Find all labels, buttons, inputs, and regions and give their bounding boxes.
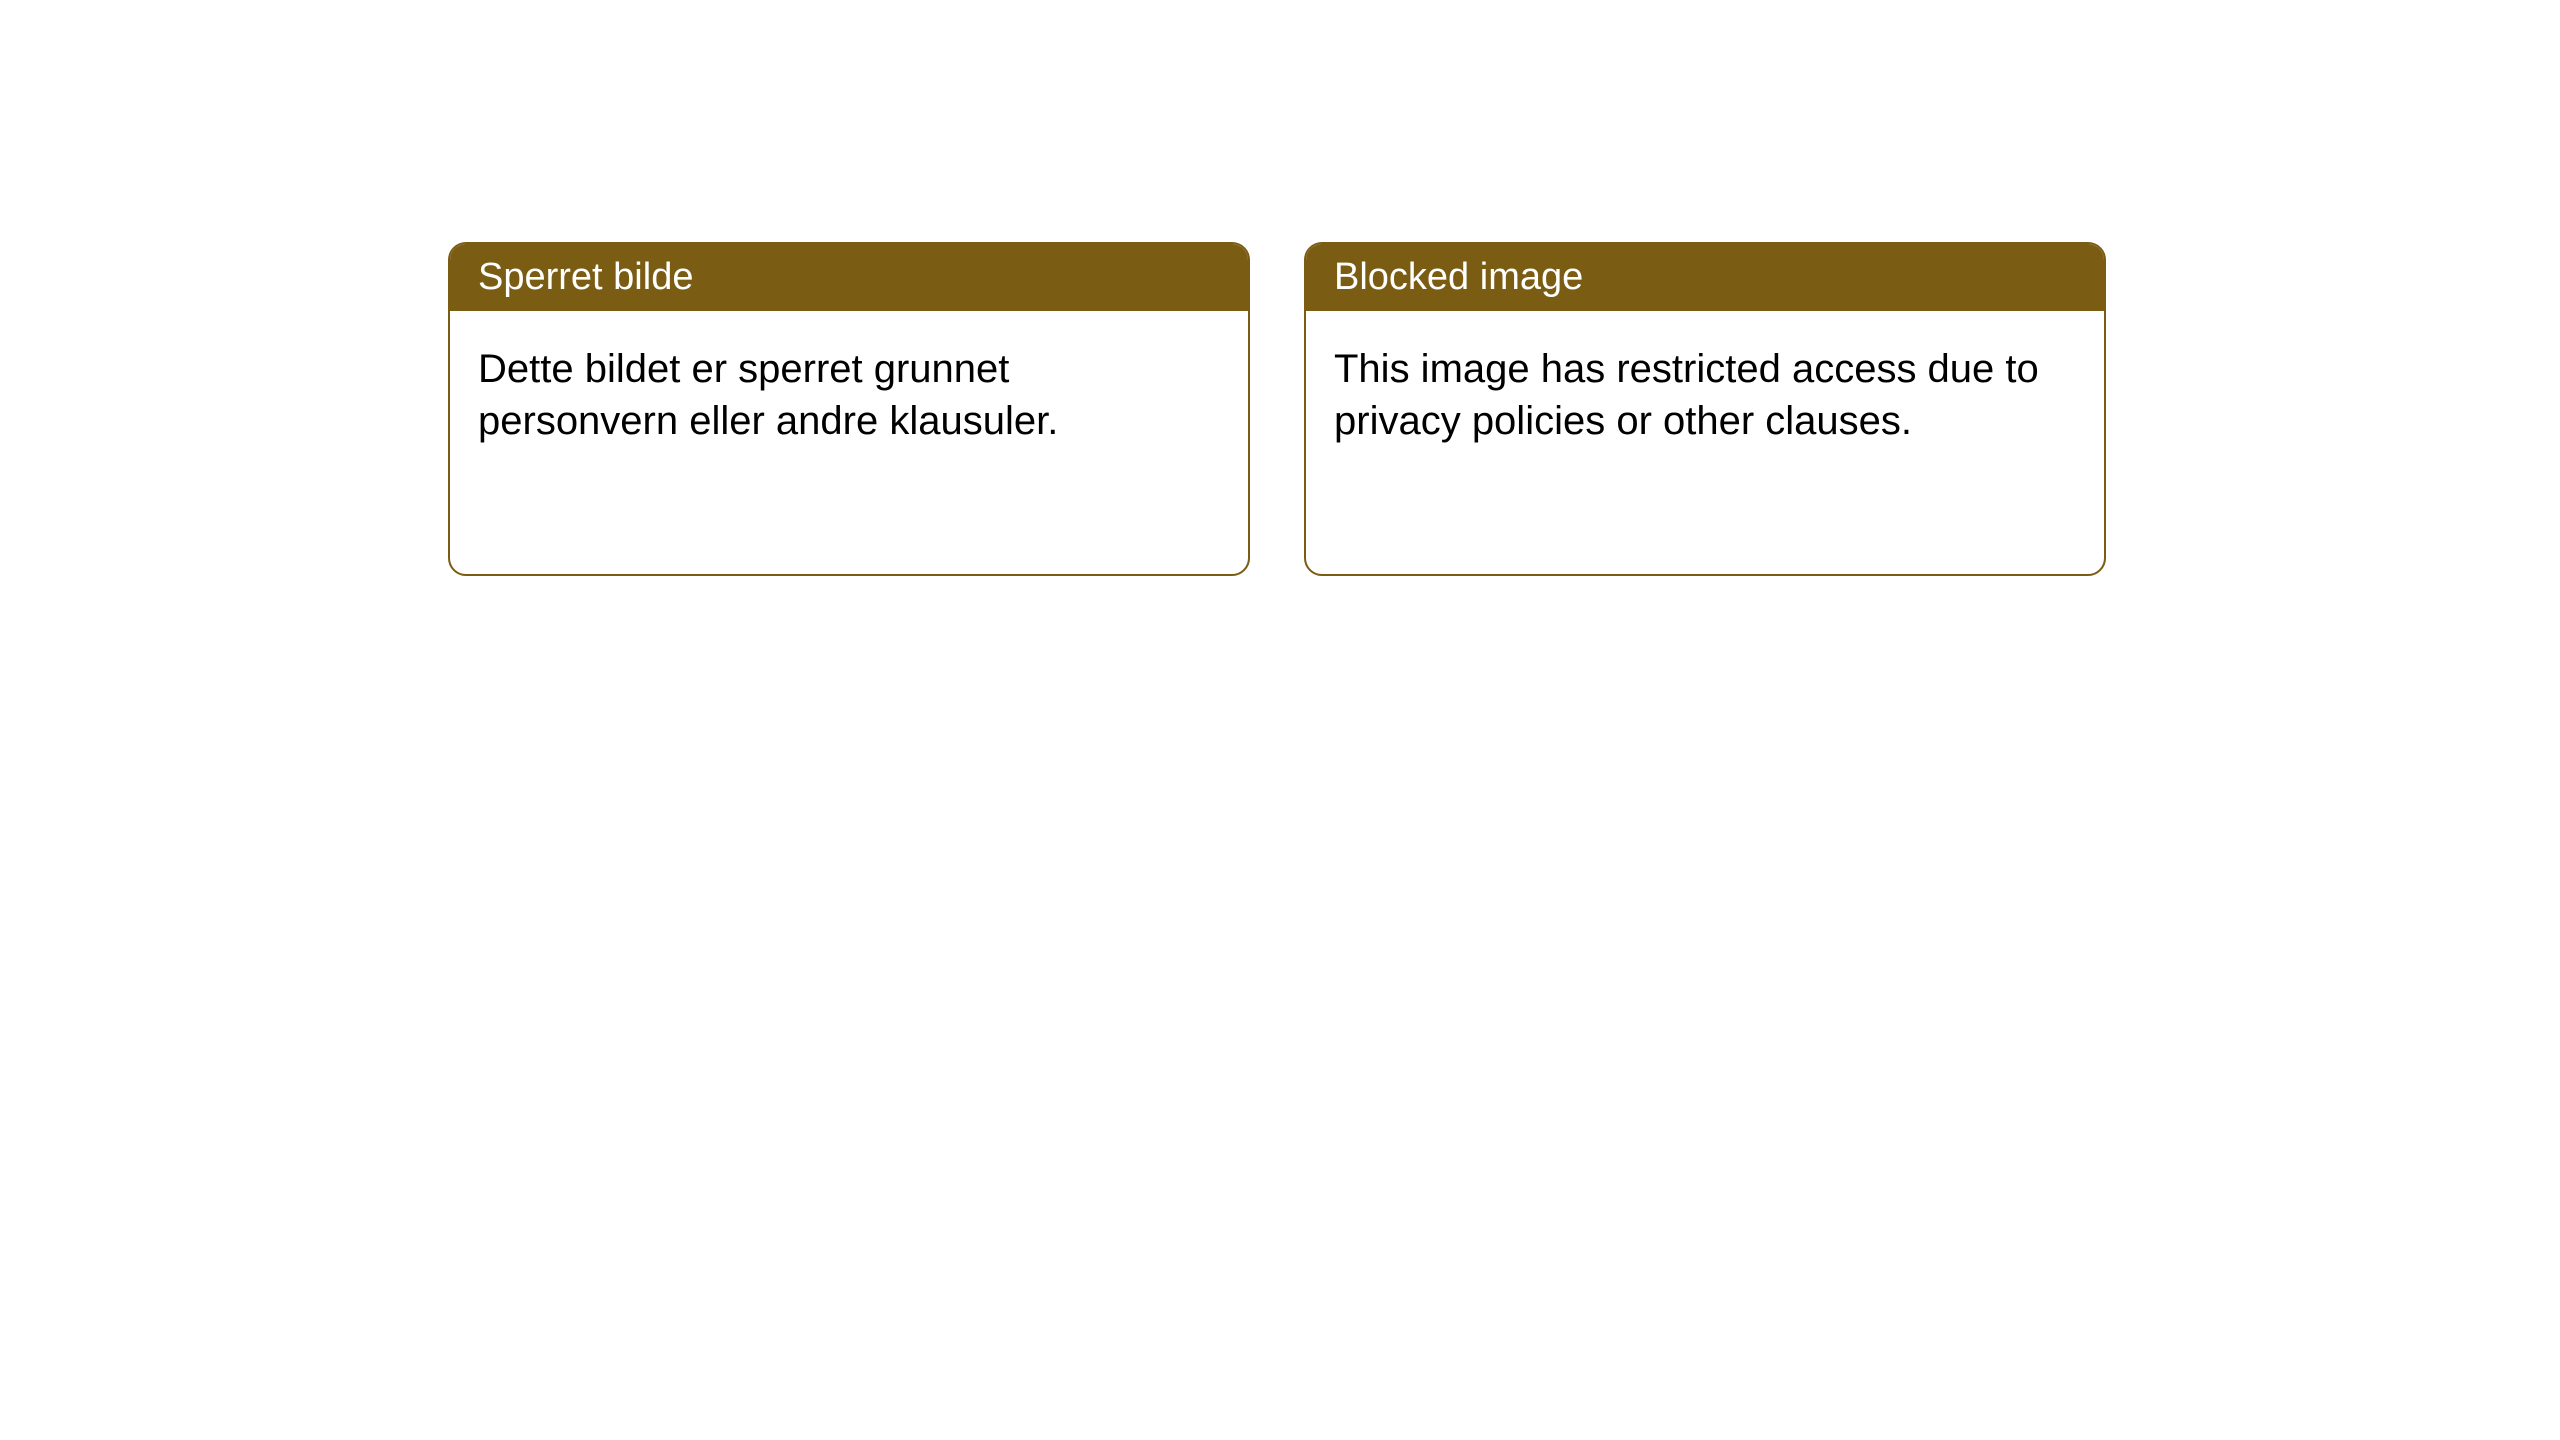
card-body-text: This image has restricted access due to … bbox=[1334, 347, 2039, 443]
card-header: Blocked image bbox=[1306, 244, 2104, 311]
blocked-image-card-norwegian: Sperret bilde Dette bildet er sperret gr… bbox=[448, 242, 1250, 576]
card-header: Sperret bilde bbox=[450, 244, 1248, 311]
card-body: This image has restricted access due to … bbox=[1306, 311, 2104, 479]
card-body-text: Dette bildet er sperret grunnet personve… bbox=[478, 347, 1058, 443]
card-body: Dette bildet er sperret grunnet personve… bbox=[450, 311, 1248, 479]
cards-container: Sperret bilde Dette bildet er sperret gr… bbox=[0, 0, 2560, 576]
blocked-image-card-english: Blocked image This image has restricted … bbox=[1304, 242, 2106, 576]
card-header-title: Sperret bilde bbox=[478, 256, 693, 298]
card-header-title: Blocked image bbox=[1334, 256, 1583, 298]
